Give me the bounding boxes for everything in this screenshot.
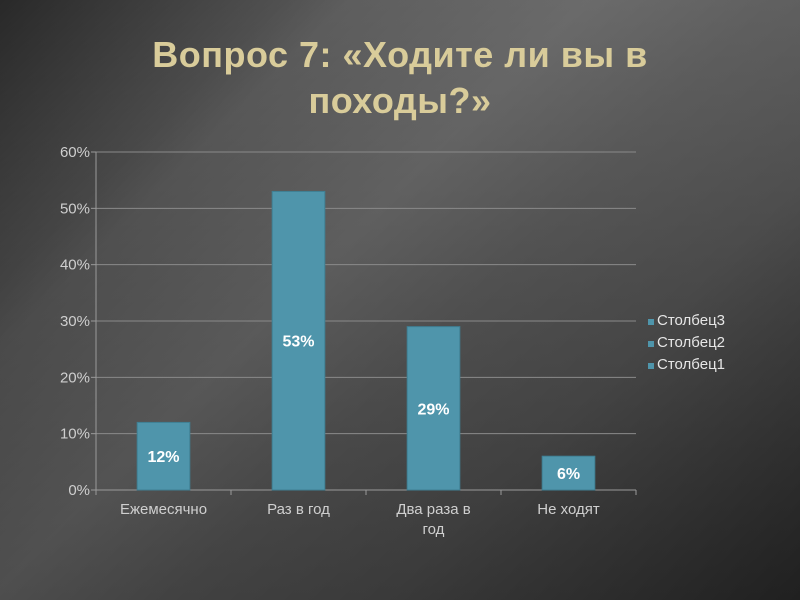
bars bbox=[136, 190, 596, 491]
data-label: 53% bbox=[282, 334, 314, 351]
bar bbox=[136, 421, 191, 491]
data-labels: 12% 53% 29% 6% bbox=[147, 334, 580, 483]
gridlines bbox=[96, 151, 636, 435]
x-tick-label: год bbox=[423, 521, 445, 538]
legend-label: Столбец3 bbox=[657, 312, 725, 329]
y-tick-label: 40% bbox=[60, 257, 90, 274]
data-label: 29% bbox=[417, 401, 449, 418]
legend-swatch bbox=[648, 363, 654, 369]
y-tick-label: 20% bbox=[60, 369, 90, 386]
y-tick-label: 30% bbox=[60, 313, 90, 330]
bar bbox=[406, 326, 461, 491]
legend: Столбец3 Столбец2 Столбец1 bbox=[648, 312, 725, 373]
data-label: 6% bbox=[557, 466, 580, 483]
bar bbox=[541, 455, 596, 491]
x-tick-label: Не ходят bbox=[537, 501, 600, 518]
x-tick-label: Два раза в bbox=[396, 501, 470, 518]
y-tick-label: 0% bbox=[68, 482, 90, 499]
legend-label: Столбец1 bbox=[657, 356, 725, 373]
tick-labels: 0% 10% 20% 30% 40% 50% 60% Ежемесячно Раз в год Д… bbox=[60, 144, 600, 538]
legend-swatch bbox=[648, 341, 654, 347]
y-tick-label: 50% bbox=[60, 200, 90, 217]
data-label: 12% bbox=[147, 449, 179, 466]
legend-swatch bbox=[648, 319, 654, 325]
x-tick-label: Раз в год bbox=[267, 501, 330, 518]
bar bbox=[271, 190, 326, 491]
x-tick-label: Ежемесячно bbox=[120, 501, 207, 518]
y-tick-label: 10% bbox=[60, 426, 90, 443]
y-tick-label: 60% bbox=[60, 144, 90, 161]
legend-label: Столбец2 bbox=[657, 334, 725, 351]
slide-title: Вопрос 7: «Ходите ли вы в походы?» bbox=[152, 34, 648, 121]
